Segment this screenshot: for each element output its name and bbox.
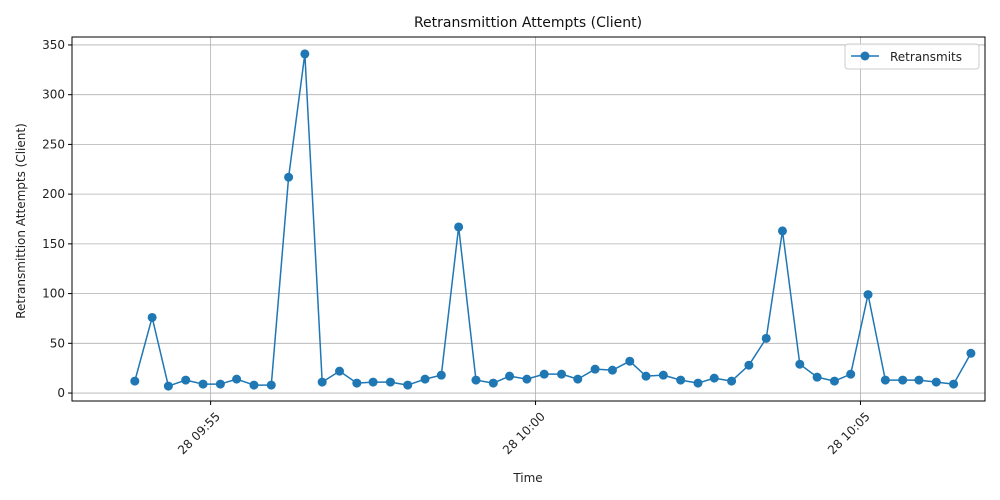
data-point (471, 375, 481, 385)
data-point (931, 377, 941, 387)
plot-area-frame (71, 36, 986, 402)
data-point (198, 379, 208, 389)
data-point (488, 378, 498, 388)
data-point (658, 370, 668, 380)
y-tick-label: 100 (42, 287, 65, 301)
data-point (590, 364, 600, 374)
data-point (181, 375, 191, 385)
data-point (284, 172, 294, 182)
data-point (898, 375, 908, 385)
data-point (777, 226, 787, 236)
data-point (693, 378, 703, 388)
data-point (607, 365, 617, 375)
data-point (829, 376, 839, 386)
x-axis-label: Time (512, 471, 542, 485)
y-axis: 0 50 100 150 200 250 300 350 (42, 38, 72, 400)
data-point (130, 376, 140, 386)
y-tick-label: 350 (42, 38, 65, 52)
series-layer (130, 49, 976, 391)
data-point (368, 377, 378, 387)
data-point (266, 380, 276, 390)
data-point (385, 377, 395, 387)
data-point (795, 359, 805, 369)
legend-box (844, 43, 980, 70)
data-point (641, 371, 651, 381)
data-point (249, 380, 259, 390)
data-point (317, 377, 327, 387)
data-point (949, 379, 959, 389)
data-point (625, 356, 635, 366)
legend: Retransmits (844, 43, 980, 70)
data-point (420, 374, 430, 384)
data-point (522, 374, 532, 384)
data-point (966, 348, 976, 358)
y-tick-label: 50 (50, 336, 65, 350)
data-point (676, 375, 686, 385)
data-point (846, 369, 856, 379)
data-point (215, 379, 225, 389)
data-point (147, 312, 157, 322)
data-point (436, 370, 446, 380)
data-point (727, 376, 737, 386)
data-point (352, 378, 362, 388)
y-tick-label: 200 (42, 187, 65, 201)
y-tick-label: 250 (42, 137, 65, 151)
data-point (539, 369, 549, 379)
data-point (812, 372, 822, 382)
y-axis-label: Retransmittion Attempts (Client) (14, 123, 28, 319)
legend-marker-swatch (860, 51, 870, 61)
data-point (557, 369, 567, 379)
data-point (761, 333, 771, 343)
data-point (163, 381, 173, 391)
data-point (863, 290, 873, 300)
legend-label-retransmits: Retransmits (890, 50, 962, 64)
data-point (403, 380, 413, 390)
grid (72, 37, 985, 401)
data-point (880, 375, 890, 385)
y-tick-label: 0 (57, 386, 65, 400)
y-tick-label: 300 (42, 88, 65, 102)
data-point (300, 49, 310, 59)
data-point (709, 373, 719, 383)
data-point (232, 374, 242, 384)
chart-title: Retransmittion Attempts (Client) (414, 15, 642, 31)
data-point (744, 360, 754, 370)
data-point (505, 371, 515, 381)
data-point (573, 374, 583, 384)
data-point (335, 366, 345, 376)
y-tick-label: 150 (42, 237, 65, 251)
data-point (914, 375, 924, 385)
data-point (454, 222, 464, 232)
